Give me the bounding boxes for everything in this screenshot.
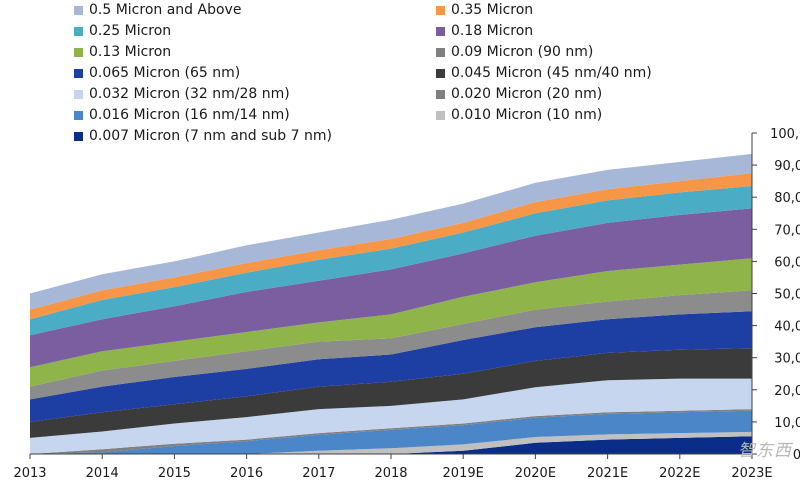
area-series: 0.010 Micron (10 nm) [30, 431, 752, 454]
legend-swatch [74, 26, 83, 36]
legend-swatch [74, 5, 83, 15]
area-series: 0.09 Micron (90 nm) [30, 290, 752, 400]
x-tick-label: 2019E [443, 466, 484, 481]
y-tick-label: 30,000 [774, 352, 800, 367]
y-tick-label: 40,000 [774, 320, 800, 335]
legend-item: 0.010 Micron (10 nm) [436, 105, 602, 125]
legend-label: 0.020 Micron (20 nm) [451, 86, 603, 102]
legend-label: 0.09 Micron (90 nm) [451, 44, 594, 60]
legend-item: 0.5 Micron and Above [74, 0, 241, 20]
legend-swatch [436, 110, 445, 120]
y-tick-label: 90,000 [774, 159, 800, 174]
y-tick-label: 20,000 [774, 384, 800, 399]
area-series-group: 0.007 Micron (7 nm and sub 7 nm)0.010 Mi… [30, 153, 752, 454]
legend-item: 0.045 Micron (45 nm/40 nm) [436, 63, 652, 83]
legend-label: 0.016 Micron (16 nm/14 nm) [89, 107, 290, 123]
legend-swatch [436, 47, 445, 57]
legend-label: 0.045 Micron (45 nm/40 nm) [451, 65, 652, 81]
legend-label: 0.010 Micron (10 nm) [451, 107, 603, 123]
legend-label: 0.5 Micron and Above [89, 2, 242, 18]
legend-label: 0.25 Micron [89, 23, 172, 39]
y-tick-label: 60,000 [774, 255, 800, 270]
legend-swatch [436, 5, 445, 15]
area-series: 0.032 Micron (32 nm/28 nm) [30, 378, 752, 454]
legend-item: 0.065 Micron (65 nm) [74, 63, 240, 83]
y-tick-label: 100,000 [770, 127, 800, 142]
legend-label: 0.18 Micron [451, 23, 534, 39]
legend-label: 0.35 Micron [451, 2, 534, 18]
y-tick-label: 50,000 [774, 288, 800, 303]
x-tick-label: 2017 [302, 466, 335, 481]
area-series: 0.18 Micron [30, 208, 752, 368]
x-tick-label: 2013 [13, 466, 46, 481]
area-series: 0.35 Micron [30, 173, 752, 320]
legend-item: 0.007 Micron (7 nm and sub 7 nm) [74, 126, 332, 146]
x-tick-label: 2023E [731, 466, 772, 481]
legend-item: 0.35 Micron [436, 0, 533, 20]
legend-swatch [74, 110, 83, 120]
legend-label: 0.065 Micron (65 nm) [89, 65, 241, 81]
x-tick-label: 2021E [587, 466, 628, 481]
legend-label: 0.13 Micron [89, 44, 172, 60]
legend-item: 0.13 Micron [74, 42, 171, 62]
chart-legend: 0.5 Micron and Above 0.25 Micron 0.13 Mi… [0, 0, 800, 150]
legend-label: 0.032 Micron (32 nm/28 nm) [89, 86, 290, 102]
x-tick-label: 2014 [86, 466, 119, 481]
area-series: 0.016 Micron (16 nm/14 nm) [30, 410, 752, 454]
legend-item: 0.032 Micron (32 nm/28 nm) [74, 84, 290, 104]
x-tick-label: 2018 [374, 466, 407, 481]
legend-swatch [74, 68, 83, 78]
y-tick-label: 10,000 [774, 416, 800, 431]
y-tick-label: 0 [793, 448, 800, 463]
legend-swatch [74, 47, 83, 57]
area-series: 0.020 Micron (20 nm) [30, 409, 752, 454]
legend-swatch [436, 89, 445, 99]
legend-swatch [436, 68, 445, 78]
area-series: 0.5 Micron and Above [30, 153, 752, 310]
legend-item: 0.09 Micron (90 nm) [436, 42, 593, 62]
legend-item: 0.25 Micron [74, 21, 171, 41]
legend-item: 0.020 Micron (20 nm) [436, 84, 602, 104]
legend-swatch [74, 131, 83, 141]
legend-label: 0.007 Micron (7 nm and sub 7 nm) [89, 128, 332, 144]
x-tick-label: 2015 [158, 466, 191, 481]
x-tick-label: 2022E [659, 466, 700, 481]
area-series: 0.13 Micron [30, 258, 752, 387]
legend-swatch [74, 89, 83, 99]
legend-item: 0.18 Micron [436, 21, 533, 41]
watermark-logo: 智东西 [738, 441, 792, 461]
y-tick-label: 70,000 [774, 223, 800, 238]
legend-swatch [436, 26, 445, 36]
area-series: 0.007 Micron (7 nm and sub 7 nm) [30, 436, 752, 454]
area-series: 0.25 Micron [30, 186, 752, 336]
chart-axes: 2013 2014 2015 2016 2017 2018 2019E 2020E 2021E 2… [13, 127, 800, 481]
y-tick-label: 80,000 [774, 191, 800, 206]
area-series: 0.045 Micron (45 nm/40 nm) [30, 348, 752, 438]
area-series: 0.065 Micron (65 nm) [30, 311, 752, 422]
x-tick-label: 2020E [515, 466, 556, 481]
legend-item: 0.016 Micron (16 nm/14 nm) [74, 105, 290, 125]
x-tick-label: 2016 [230, 466, 263, 481]
